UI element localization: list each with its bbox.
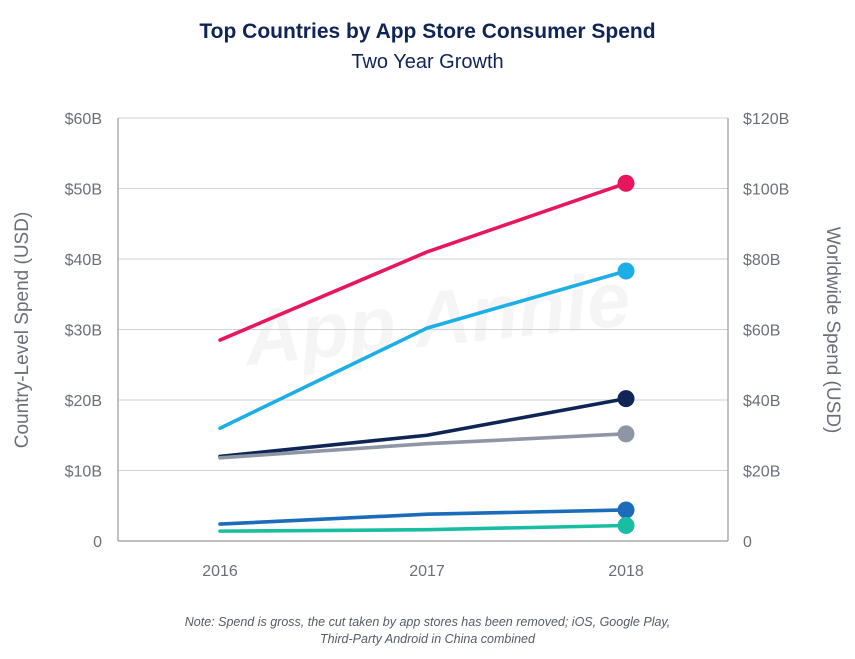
series-line bbox=[218, 432, 628, 460]
chart-title: Top Countries by App Store Consumer Spen… bbox=[199, 20, 656, 43]
x-tick-label: 2016 bbox=[202, 563, 238, 580]
series-line bbox=[218, 523, 628, 533]
right-tick-label: $20B bbox=[743, 464, 780, 481]
left-y-axis: 0 $10B $20B $30B $40B $50B $60B bbox=[65, 111, 102, 551]
series-line bbox=[218, 396, 628, 459]
series-lines bbox=[218, 174, 635, 534]
series-line bbox=[218, 181, 628, 342]
left-tick-label: $60B bbox=[65, 111, 102, 128]
series-line bbox=[218, 269, 628, 431]
left-tick-label: 0 bbox=[93, 534, 102, 551]
chart-note: Note: Spend is gross, the cut taken by a… bbox=[0, 614, 855, 648]
x-tick-label: 2017 bbox=[409, 563, 445, 580]
series-end-point bbox=[617, 501, 635, 519]
watermark: App Annie bbox=[238, 254, 634, 382]
series-line bbox=[218, 508, 628, 526]
chart-subtitle: Two Year Growth bbox=[351, 51, 504, 73]
x-tick-label: 2018 bbox=[608, 563, 644, 580]
series-end-point bbox=[617, 174, 635, 192]
series-end-point bbox=[617, 425, 635, 443]
right-axis-title: Worldwide Spend (USD) bbox=[822, 227, 843, 434]
x-axis: 2016 2017 2018 bbox=[202, 563, 644, 580]
left-tick-label: $10B bbox=[65, 464, 102, 481]
right-tick-label: $80B bbox=[743, 252, 780, 269]
right-tick-label: $120B bbox=[743, 111, 789, 128]
axes bbox=[117, 118, 729, 542]
right-tick-label: 0 bbox=[743, 534, 752, 551]
right-tick-label: $60B bbox=[743, 323, 780, 340]
series-end-point bbox=[617, 390, 635, 408]
left-tick-label: $30B bbox=[65, 323, 102, 340]
right-tick-label: $100B bbox=[743, 182, 789, 199]
left-tick-label: $50B bbox=[65, 182, 102, 199]
right-y-axis: 0 $20B $40B $60B $80B $100B $120B bbox=[743, 111, 789, 551]
note-line-2: Third-Party Android in China combined bbox=[320, 632, 535, 646]
note-line-1: Note: Spend is gross, the cut taken by a… bbox=[184, 615, 671, 629]
left-axis-title: Country-Level Spend (USD) bbox=[12, 212, 33, 449]
right-tick-label: $40B bbox=[743, 393, 780, 410]
left-tick-label: $20B bbox=[65, 393, 102, 410]
series-end-point bbox=[617, 262, 635, 280]
left-tick-label: $40B bbox=[65, 252, 102, 269]
series-end-point bbox=[617, 516, 635, 534]
